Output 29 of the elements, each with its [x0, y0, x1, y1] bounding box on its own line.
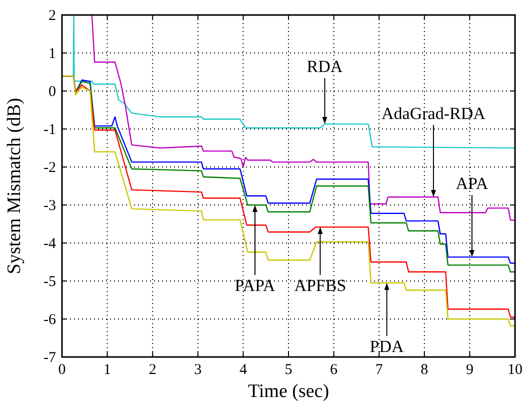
annotation: RDA	[306, 57, 344, 76]
y-axis-title: System Mismatch (dB)	[4, 98, 25, 274]
line-series	[91, 15, 515, 221]
y-tick-label: 1	[48, 46, 56, 62]
y-tick-label: -2	[44, 160, 56, 176]
y-tick-label: -5	[44, 274, 56, 290]
y-tick-label: -6	[44, 312, 56, 328]
x-tick-label: 5	[284, 362, 292, 378]
x-tick-label: 3	[194, 362, 202, 378]
annotation: AdaGrad-RDA	[382, 104, 486, 124]
x-tick-label: 1	[104, 362, 112, 378]
y-tick-label: -7	[44, 350, 56, 366]
y-tick-label: 0	[48, 84, 56, 100]
x-axis-title: Time (sec)	[248, 381, 330, 402]
x-tick-label: 7	[375, 362, 384, 378]
x-tick-label: 10	[508, 362, 522, 378]
y-tick-label: -4	[44, 236, 56, 252]
x-tick-label: 2	[148, 362, 156, 378]
y-tick-label: -3	[44, 198, 56, 214]
annotation: APA	[456, 174, 489, 194]
x-tick-label: 9	[466, 362, 474, 378]
x-tick-label: 6	[330, 362, 338, 378]
x-tick-label: 8	[420, 362, 428, 378]
x-tick-label: 4	[239, 362, 248, 378]
annotation: PDA	[370, 336, 405, 356]
y-tick-label: 2	[48, 8, 56, 24]
annotation: PAPA	[234, 276, 276, 295]
annotation: APFBS	[294, 276, 346, 296]
y-tick-label: -1	[44, 122, 56, 138]
